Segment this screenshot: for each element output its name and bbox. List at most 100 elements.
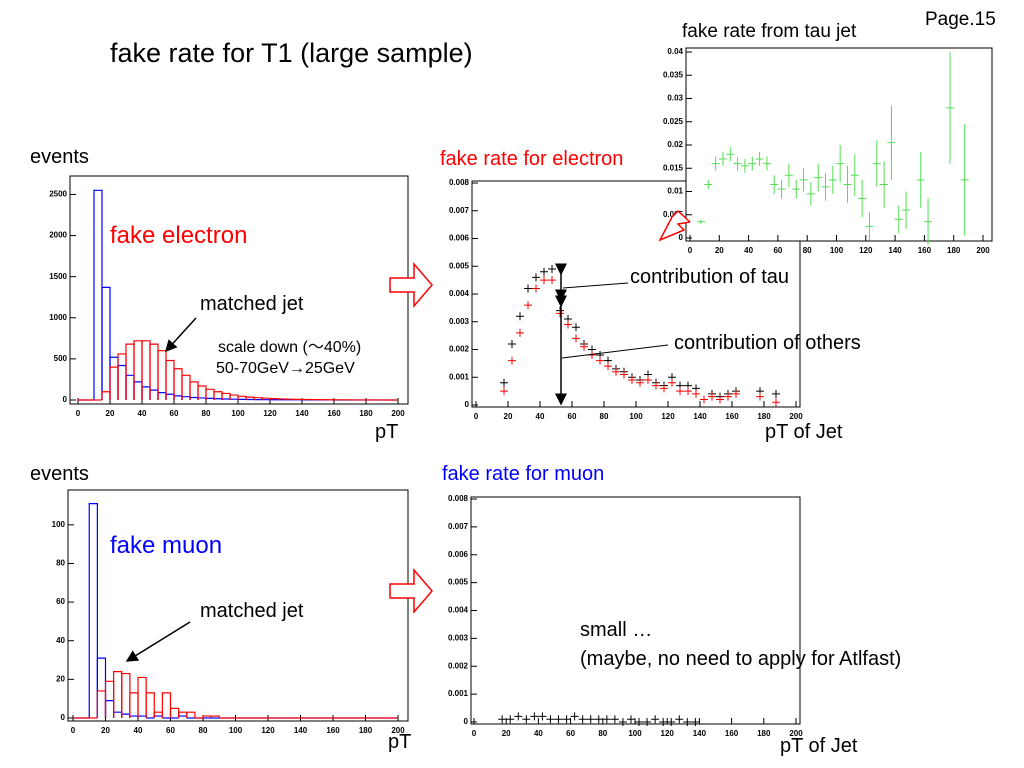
x-tick-label: 40	[138, 409, 147, 418]
data-point	[732, 389, 740, 398]
data-point	[814, 163, 823, 192]
data-point	[604, 362, 612, 371]
x-tick-label: 200	[391, 726, 405, 735]
histogram-bin	[210, 715, 220, 718]
x-tick-label: 20	[504, 412, 513, 421]
x-tick-label: 140	[294, 726, 308, 735]
x-tick-label: 160	[918, 246, 932, 255]
data-point	[532, 284, 540, 293]
data-point	[902, 191, 911, 229]
chart-title: fake rate for muon	[442, 463, 604, 485]
annotation: fake muon	[110, 532, 222, 559]
y-tick-label: 0.004	[448, 606, 469, 615]
data-point	[696, 219, 705, 225]
data-point	[626, 715, 635, 724]
x-tick-label: 140	[295, 409, 309, 418]
data-point	[618, 718, 627, 726]
data-point	[524, 284, 532, 293]
x-tick-label: 200	[391, 409, 405, 418]
y-tick-label: 0.01	[667, 187, 683, 196]
y-tick-label: 0.002	[448, 661, 469, 670]
data-point	[636, 378, 644, 387]
data-point	[524, 301, 532, 310]
page-number: Page.15	[925, 9, 996, 30]
data-point	[540, 267, 548, 276]
data-point	[880, 161, 889, 208]
data-point	[711, 156, 720, 171]
data-point	[821, 172, 830, 201]
histogram-bin	[186, 711, 196, 718]
x-label: pT	[375, 421, 398, 443]
data-point	[506, 715, 515, 724]
y-tick-label: 80	[56, 559, 65, 568]
data-point	[530, 712, 539, 721]
x-tick-label: 200	[789, 729, 803, 738]
y-tick-label: 20	[56, 674, 65, 683]
plot-frame	[470, 496, 801, 725]
data-point	[516, 328, 524, 337]
y-tick-label: 0.025	[663, 117, 684, 126]
data-point	[500, 378, 508, 387]
y-tick-label: 0.004	[449, 289, 470, 298]
data-point	[836, 145, 845, 183]
pointer-arrow	[164, 317, 197, 353]
data-point	[620, 370, 628, 379]
y-tick-label: 0.007	[449, 206, 470, 215]
x-tick-label: 120	[261, 726, 275, 735]
data-point	[516, 312, 524, 321]
data-point	[522, 715, 531, 724]
data-point	[554, 715, 563, 724]
annotation: (maybe, no need to apply for Atlfast)	[580, 648, 901, 670]
x-tick-label: 180	[757, 412, 771, 421]
y-tick-label: 0.001	[448, 689, 469, 698]
x-tick-label: 180	[359, 726, 373, 735]
slide-title: fake rate for T1 (large sample)	[110, 38, 473, 68]
y-tick-label: 2000	[49, 231, 67, 240]
y-tick-label: 60	[56, 597, 65, 606]
histogram-bin	[145, 692, 155, 718]
x-tick-label: 60	[566, 729, 575, 738]
data-point	[635, 718, 644, 726]
x-tick-label: 100	[830, 246, 844, 255]
data-point	[756, 392, 764, 401]
x-tick-label: 160	[326, 726, 340, 735]
data-point	[887, 105, 896, 180]
data-point	[580, 342, 588, 351]
x-tick-label: 100	[629, 412, 643, 421]
data-point	[683, 718, 692, 726]
x-tick-label: 20	[502, 729, 511, 738]
histogram-bin	[293, 398, 303, 400]
x-tick-label: 60	[170, 409, 179, 418]
plot-frame	[67, 489, 409, 722]
data-point	[651, 715, 660, 724]
y-tick-label: 0.04	[667, 47, 683, 56]
data-point	[691, 718, 700, 726]
x-tick-label: 80	[202, 409, 211, 418]
x-tick-label: 120	[661, 729, 675, 738]
data-point	[726, 147, 735, 162]
data-point	[755, 151, 764, 166]
data-point	[718, 151, 727, 166]
x-tick-label: 140	[693, 729, 707, 738]
data-point	[784, 163, 793, 187]
x-tick-label: 160	[725, 729, 739, 738]
y-tick-label: 0	[679, 233, 684, 242]
x-tick-label: 80	[600, 412, 609, 421]
x-tick-label: 140	[888, 246, 902, 255]
data-point	[498, 715, 507, 724]
x-tick-label: 200	[976, 246, 990, 255]
data-point	[570, 712, 579, 721]
x-tick-label: 40	[534, 729, 543, 738]
x-tick-label: 80	[803, 246, 812, 255]
data-point	[643, 718, 652, 726]
data-point	[562, 715, 571, 724]
x-tick-label: 200	[789, 412, 803, 421]
data-point	[748, 156, 757, 171]
x-tick-label: 0	[474, 412, 479, 421]
data-point	[704, 179, 713, 190]
data-point	[850, 154, 859, 197]
data-point	[628, 376, 636, 385]
data-point	[872, 140, 881, 187]
block-arrow	[389, 261, 433, 309]
